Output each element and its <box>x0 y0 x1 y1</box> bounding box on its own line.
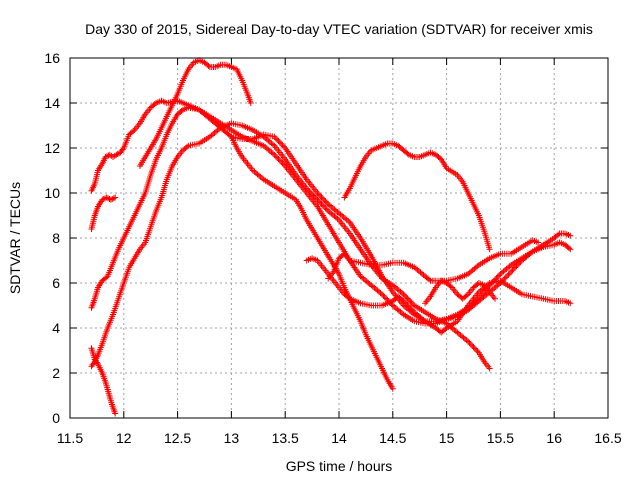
y-tick-label: 0 <box>52 410 60 426</box>
y-tick-labels: 0 2 4 6 8 10 12 14 16 <box>44 50 60 426</box>
series-arc-11 <box>422 277 498 307</box>
x-tick-labels: 11.5 12 12.5 13 13.5 14 14.5 15 15.5 16 16.5 <box>57 430 622 446</box>
x-tick-label: 12.5 <box>164 430 191 446</box>
y-tick-label: 10 <box>44 185 60 201</box>
series-arc-9 <box>303 230 574 325</box>
plus-markers <box>422 277 498 307</box>
x-tick-label: 16.5 <box>594 430 621 446</box>
series-arc-2 <box>88 194 119 232</box>
x-tick-label: 14 <box>331 430 347 446</box>
y-tick-label: 14 <box>44 95 60 111</box>
y-tick-label: 4 <box>52 320 60 336</box>
chart-title: Day 330 of 2015, Sidereal Day-to-day VTE… <box>85 21 593 37</box>
plot-frame <box>69 57 609 419</box>
y-axis-label: SDTVAR / TECUs <box>7 182 23 294</box>
axis-ticks <box>69 57 609 419</box>
plus-markers <box>228 131 574 336</box>
x-tick-label: 13 <box>224 430 240 446</box>
plus-markers <box>303 230 574 325</box>
series-arc-8 <box>341 140 493 253</box>
grid-lines <box>70 58 608 418</box>
series-arc-5 <box>88 345 119 417</box>
plus-markers <box>136 57 254 169</box>
y-tick-label: 2 <box>52 365 60 381</box>
x-tick-label: 12 <box>116 430 132 446</box>
y-tick-label: 6 <box>52 275 60 291</box>
x-tick-label: 11.5 <box>57 430 83 446</box>
series-arc-3 <box>136 57 254 169</box>
plus-markers <box>88 120 493 372</box>
plus-markers <box>341 140 493 253</box>
y-tick-label: 8 <box>52 230 60 246</box>
x-tick-label: 15 <box>439 430 455 446</box>
x-tick-label: 15.5 <box>487 430 514 446</box>
data-points <box>88 57 574 417</box>
y-tick-label: 16 <box>44 50 60 66</box>
x-tick-label: 16 <box>546 430 562 446</box>
series-arc-7 <box>228 131 574 336</box>
x-axis-label: GPS time / hours <box>286 458 393 474</box>
plus-markers <box>88 345 119 417</box>
y-tick-label: 12 <box>44 140 60 156</box>
plus-markers <box>88 194 119 232</box>
x-tick-label: 14.5 <box>379 430 406 446</box>
series-arc-6 <box>88 120 493 372</box>
x-tick-label: 13.5 <box>272 430 299 446</box>
